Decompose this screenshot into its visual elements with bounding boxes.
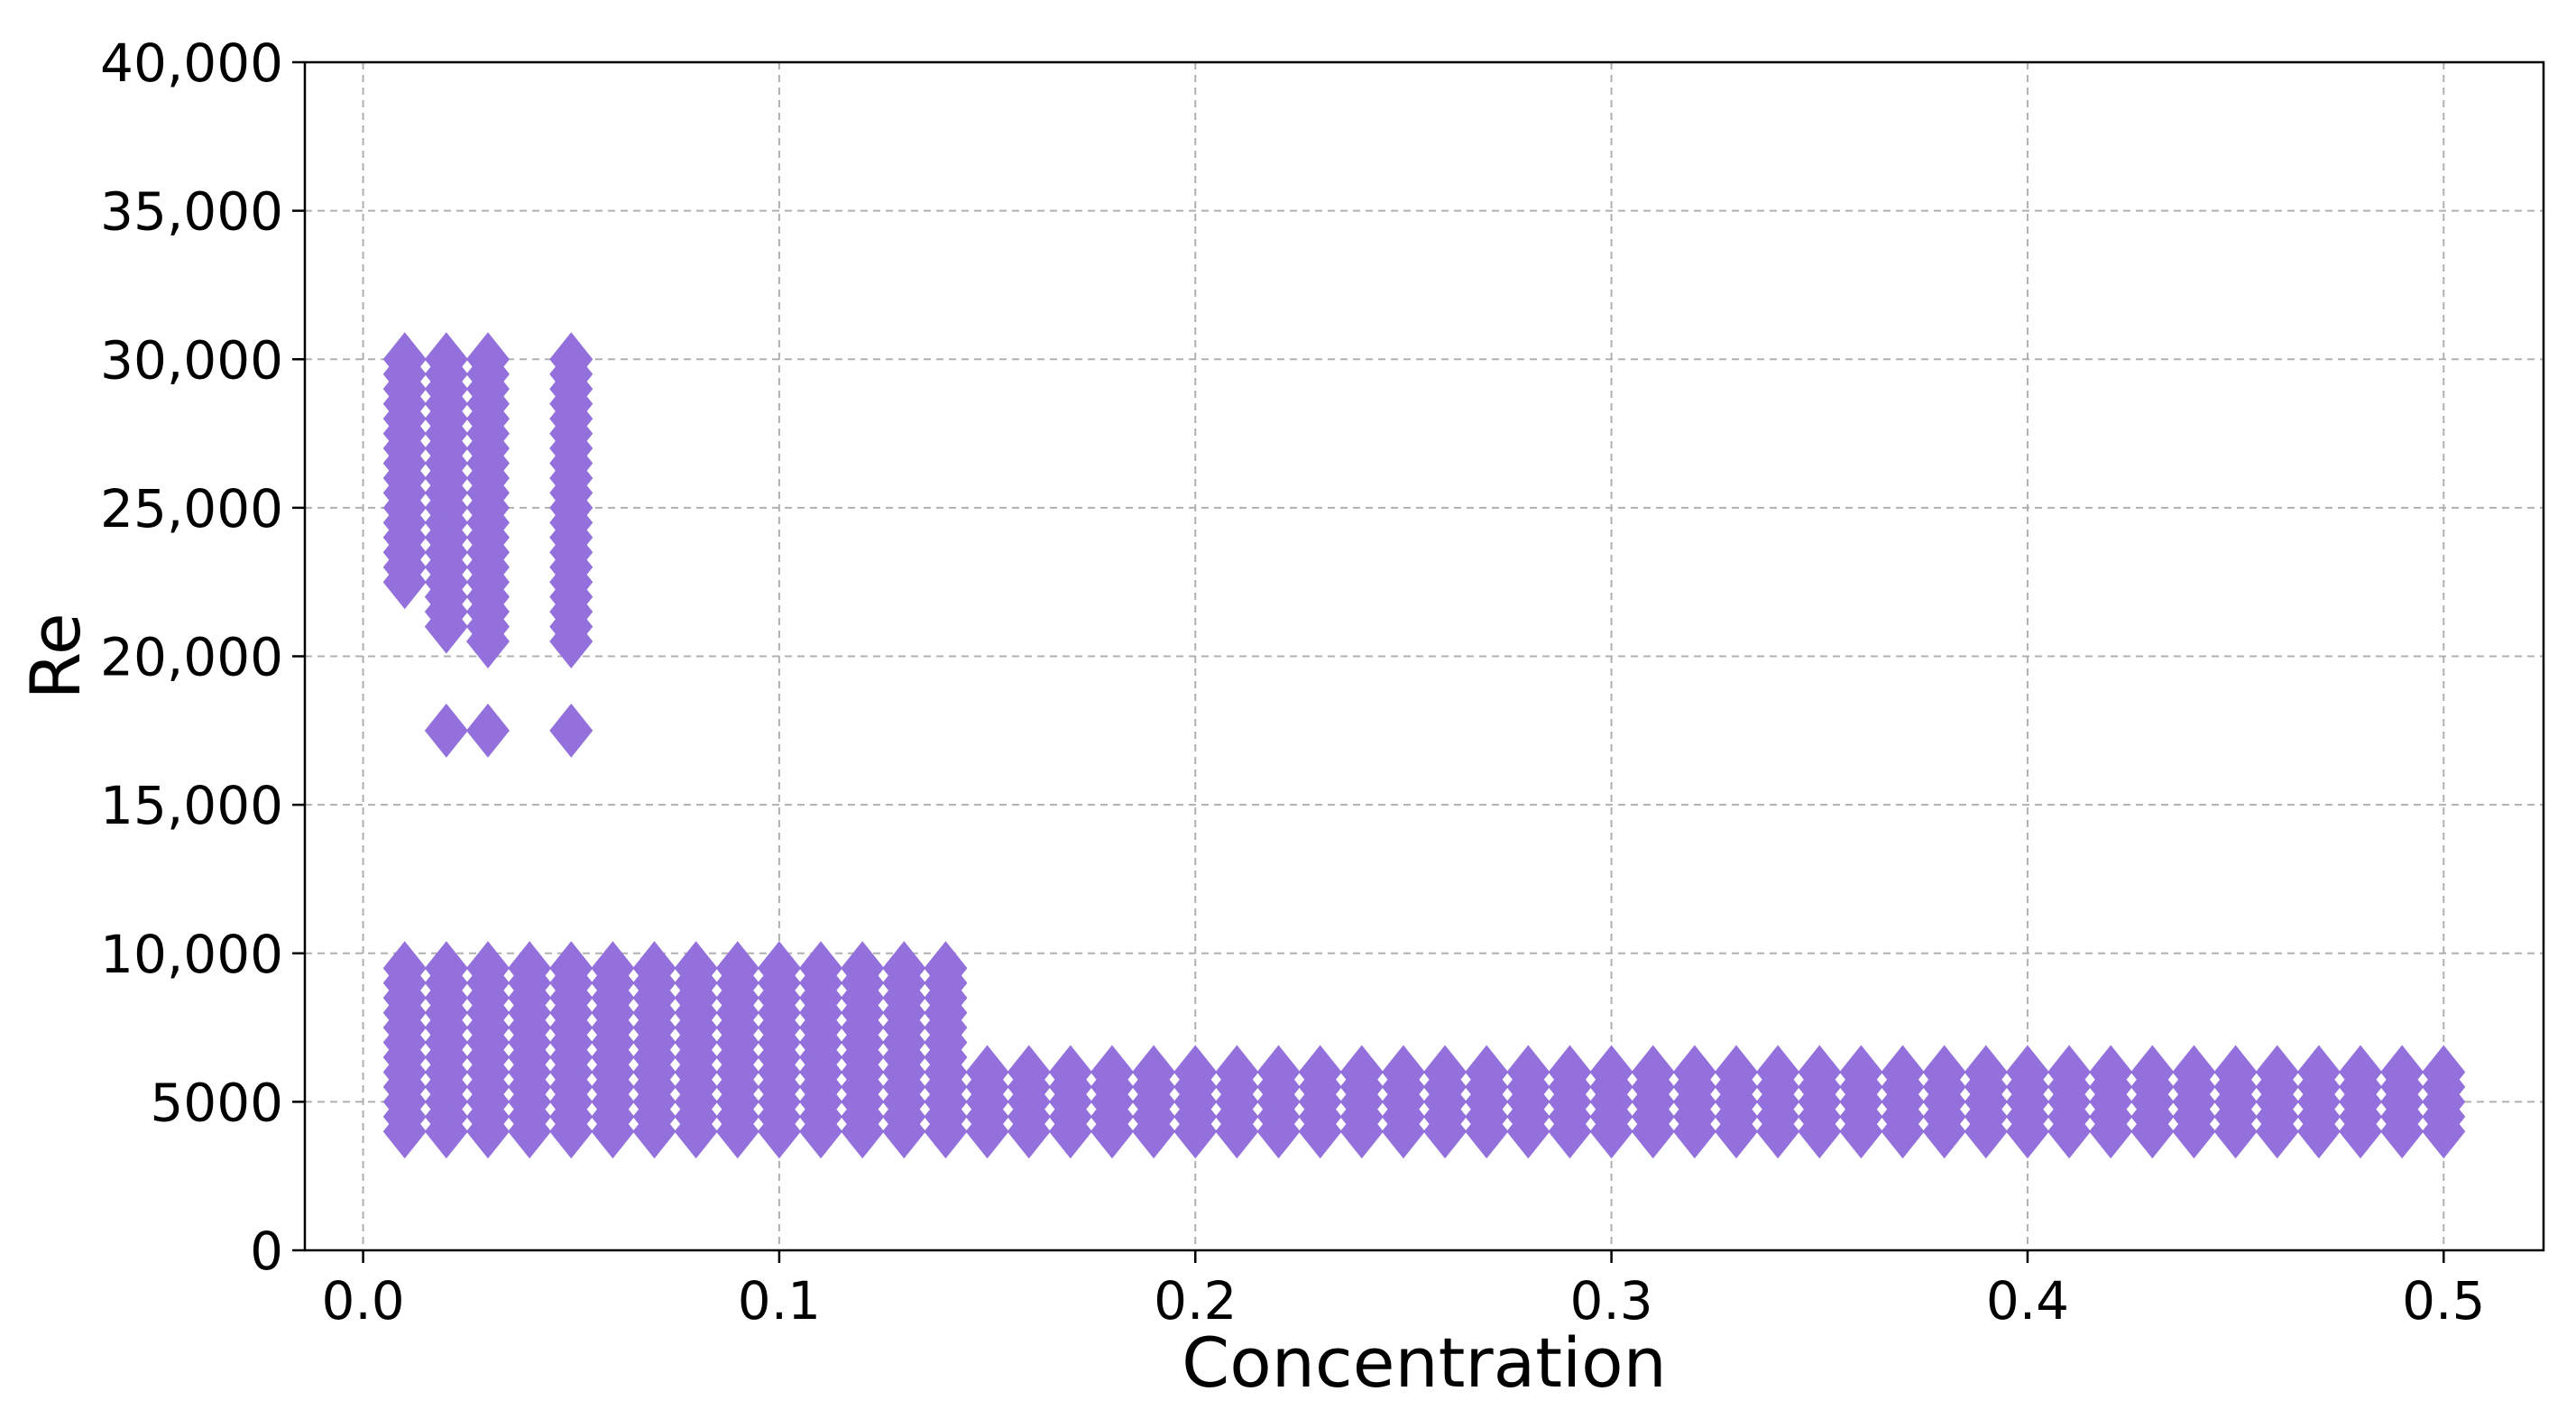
data-point	[549, 941, 593, 996]
data-point	[2047, 1045, 2092, 1100]
data-point	[1007, 1045, 1051, 1100]
data-point	[2213, 1045, 2258, 1100]
y-tick-label: 30,000	[100, 329, 283, 391]
data-point	[2339, 1045, 2383, 1100]
data-point	[1922, 1045, 1966, 1100]
y-tick-label: 15,000	[100, 775, 283, 836]
y-tick-label: 0	[250, 1221, 283, 1282]
data-points	[382, 332, 2466, 1159]
data-point	[2255, 1045, 2299, 1100]
axis-ticks: 0.0 0.1 0.2 0.3 0.4 0.5 0 5000 10,000 15,000 20,00…	[100, 32, 2485, 1331]
x-tick-label: 0.3	[1569, 1270, 1652, 1331]
data-point	[882, 941, 926, 996]
data-point	[2172, 1045, 2216, 1100]
data-point	[465, 332, 510, 387]
data-point	[1589, 1045, 1633, 1100]
data-point	[1173, 1045, 1218, 1100]
data-point	[549, 332, 593, 387]
data-point	[1672, 1045, 1716, 1100]
x-tick-label: 0.0	[321, 1270, 404, 1331]
data-point	[2296, 1045, 2341, 1100]
x-tick-label: 0.5	[2402, 1270, 2485, 1331]
data-point	[965, 1045, 1009, 1100]
data-point	[591, 941, 635, 996]
data-point	[465, 941, 510, 996]
data-point	[2422, 1045, 2466, 1100]
data-point	[382, 332, 427, 387]
y-tick-label: 25,000	[100, 478, 283, 539]
data-point	[757, 941, 801, 996]
data-point	[1256, 1045, 1301, 1100]
x-tick-label: 0.4	[1986, 1270, 2069, 1331]
data-point	[1798, 1045, 1842, 1100]
data-point	[424, 941, 468, 996]
x-tick-label: 0.2	[1154, 1270, 1237, 1331]
data-point	[382, 941, 427, 996]
data-point	[799, 941, 843, 996]
x-tick-label: 0.1	[738, 1270, 821, 1331]
data-point	[424, 703, 468, 758]
data-point	[1298, 1045, 1342, 1100]
data-point	[1715, 1045, 1759, 1100]
data-point	[1465, 1045, 1509, 1100]
data-point	[1048, 1045, 1092, 1100]
data-point	[1215, 1045, 1259, 1100]
data-point	[715, 941, 759, 996]
data-point	[1839, 1045, 1883, 1100]
data-point	[1339, 1045, 1384, 1100]
data-point	[2130, 1045, 2175, 1100]
data-point	[2380, 1045, 2424, 1100]
data-point	[549, 703, 593, 758]
data-point	[924, 941, 968, 996]
y-axis-title: Re	[15, 613, 96, 699]
data-point	[1964, 1045, 2008, 1100]
data-point	[1631, 1045, 1675, 1100]
y-tick-label: 5000	[150, 1072, 283, 1133]
data-point	[1090, 1045, 1134, 1100]
data-point	[508, 941, 552, 996]
data-point	[841, 941, 885, 996]
data-point	[1381, 1045, 1425, 1100]
y-tick-label: 20,000	[100, 627, 283, 688]
x-axis-title: Concentration	[1182, 1322, 1667, 1403]
data-point	[1756, 1045, 1800, 1100]
data-point	[632, 941, 676, 996]
y-tick-label: 40,000	[100, 32, 283, 94]
data-point	[424, 332, 468, 387]
data-point	[1548, 1045, 1592, 1100]
data-point	[1423, 1045, 1467, 1100]
data-point	[2005, 1045, 2049, 1100]
y-tick-label: 10,000	[100, 924, 283, 985]
data-point	[674, 941, 718, 996]
y-tick-label: 35,000	[100, 181, 283, 243]
data-point	[1506, 1045, 1550, 1100]
data-point	[1132, 1045, 1176, 1100]
data-point	[465, 703, 510, 758]
data-point	[1881, 1045, 1925, 1100]
data-point	[2089, 1045, 2133, 1100]
